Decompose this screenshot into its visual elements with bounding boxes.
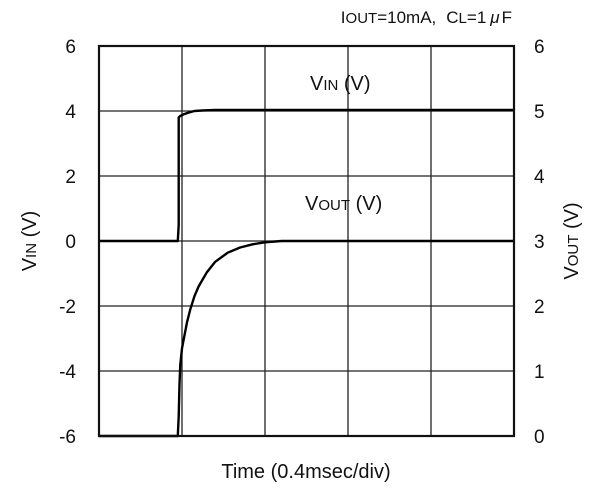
series-label-vin: VIN (V) [310, 73, 371, 95]
series-lines [99, 108, 514, 438]
series-line-vin [99, 108, 514, 243]
iout-subscript: OUT [346, 10, 378, 27]
left-tick-label: -2 [59, 297, 76, 318]
cl-value: =1 [467, 8, 486, 27]
right-axis-ticks: 6 5 4 3 2 1 0 [534, 37, 545, 448]
cl-subscript: L [459, 10, 467, 27]
left-tick-label: -4 [59, 362, 76, 383]
plot-frame [97, 44, 516, 438]
iout-label: I [341, 8, 346, 27]
iout-value: =10mA, [377, 8, 436, 27]
left-tick-label: 6 [65, 37, 76, 58]
right-tick-label: 5 [534, 102, 545, 123]
series-line-vout [99, 239, 514, 438]
farad-unit: F [502, 8, 512, 27]
right-tick-label: 4 [534, 167, 545, 188]
series-label-vout: VOUT (V) [305, 193, 382, 215]
right-tick-label: 6 [534, 37, 545, 58]
left-tick-label: 2 [65, 167, 76, 188]
left-tick-label: -6 [59, 427, 76, 448]
test-conditions: IOUT=10mA, CL=1 μ F [341, 8, 512, 27]
left-tick-label: 0 [65, 232, 76, 253]
left-tick-label: 4 [65, 102, 76, 123]
mu-symbol: μ [489, 8, 500, 27]
right-tick-label: 1 [534, 362, 545, 383]
cl-label: C [446, 8, 458, 27]
y-axis-label-right: VOUT (V) [561, 202, 583, 279]
left-axis-ticks: 6 4 2 0 -2 -4 -6 [59, 37, 76, 448]
right-tick-label: 3 [534, 232, 545, 253]
right-tick-label: 0 [534, 427, 545, 448]
x-axis-label: Time (0.4msec/div) [221, 461, 390, 483]
right-tick-label: 2 [534, 297, 545, 318]
y-axis-label-left: VIN (V) [19, 211, 41, 272]
